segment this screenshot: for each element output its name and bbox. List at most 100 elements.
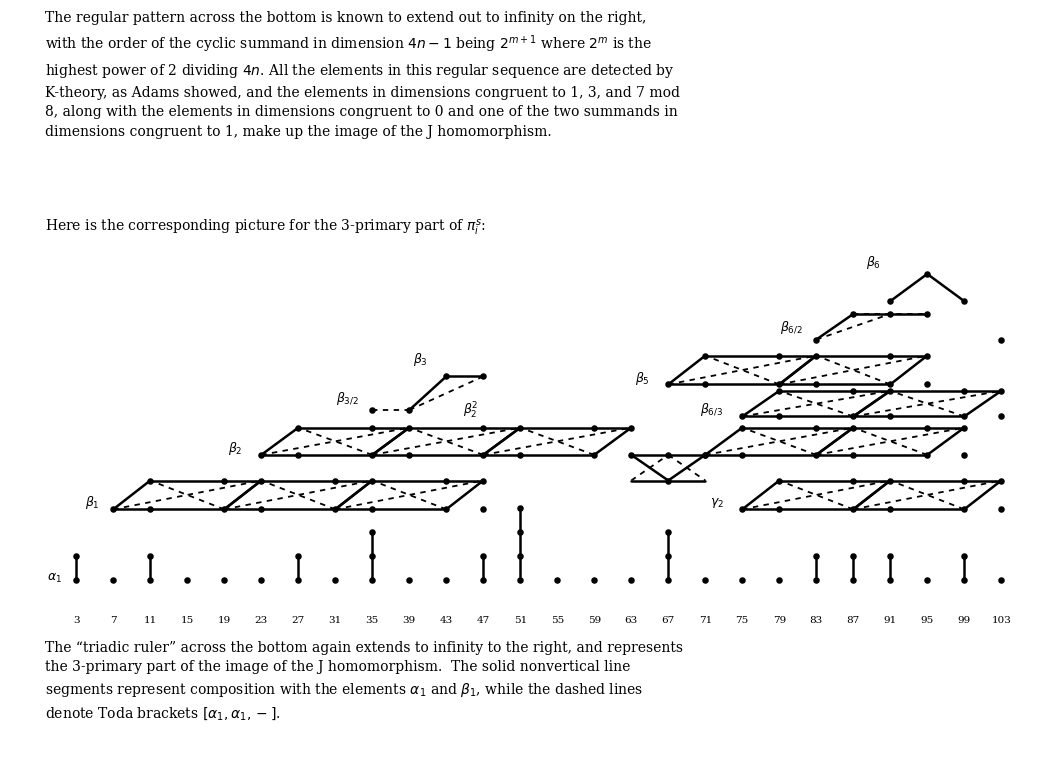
Point xyxy=(734,422,751,434)
Point xyxy=(956,410,972,422)
Text: 19: 19 xyxy=(217,616,231,625)
Point xyxy=(771,410,788,422)
Point xyxy=(845,449,862,461)
Text: 43: 43 xyxy=(440,616,453,625)
Point xyxy=(475,474,491,486)
Point xyxy=(475,549,491,562)
Text: Here is the corresponding picture for the 3-primary part of $\pi_i^s$:: Here is the corresponding picture for th… xyxy=(45,218,486,237)
Text: 59: 59 xyxy=(588,616,601,625)
Point xyxy=(807,549,824,562)
Point xyxy=(993,333,1010,345)
Point xyxy=(771,385,788,397)
Point xyxy=(993,503,1010,515)
Point xyxy=(845,474,862,486)
Text: 67: 67 xyxy=(662,616,675,625)
Point xyxy=(253,503,270,515)
Point xyxy=(771,349,788,361)
Point xyxy=(771,503,788,515)
Point xyxy=(697,449,714,461)
Text: $\gamma_2$: $\gamma_2$ xyxy=(710,496,723,510)
Point xyxy=(401,574,418,586)
Point xyxy=(105,503,122,515)
Point xyxy=(623,574,639,586)
Point xyxy=(659,574,676,586)
Text: $\beta_{6/3}$: $\beta_{6/3}$ xyxy=(700,402,723,419)
Point xyxy=(882,503,899,515)
Point xyxy=(327,474,343,486)
Point xyxy=(993,574,1010,586)
Point xyxy=(364,449,381,461)
Point xyxy=(956,449,972,461)
Point xyxy=(807,449,824,461)
Point xyxy=(475,503,491,515)
Point xyxy=(659,549,676,562)
Point xyxy=(623,449,639,461)
Point xyxy=(438,474,455,486)
Text: 63: 63 xyxy=(625,616,638,625)
Point xyxy=(734,574,751,586)
Point xyxy=(845,385,862,397)
Point xyxy=(956,503,972,515)
Point xyxy=(364,422,381,434)
Point xyxy=(327,503,343,515)
Point xyxy=(623,422,639,434)
Point xyxy=(882,385,899,397)
Point xyxy=(771,378,788,390)
Point xyxy=(364,574,381,586)
Point xyxy=(956,549,972,562)
Text: 11: 11 xyxy=(144,616,156,625)
Point xyxy=(253,449,270,461)
Text: $\beta_6$: $\beta_6$ xyxy=(866,253,881,271)
Point xyxy=(659,449,676,461)
Point xyxy=(142,474,159,486)
Point xyxy=(919,378,936,390)
Text: 15: 15 xyxy=(181,616,194,625)
Text: $\alpha_1$: $\alpha_1$ xyxy=(47,572,62,584)
Point xyxy=(511,574,528,586)
Point xyxy=(178,574,195,586)
Point xyxy=(511,422,528,434)
Point xyxy=(327,574,343,586)
Text: 31: 31 xyxy=(329,616,342,625)
Text: $\beta_5$: $\beta_5$ xyxy=(635,370,650,387)
Point xyxy=(882,308,899,320)
Point xyxy=(290,574,307,586)
Point xyxy=(697,349,714,361)
Point xyxy=(919,574,936,586)
Point xyxy=(807,349,824,361)
Text: 87: 87 xyxy=(846,616,860,625)
Point xyxy=(697,574,714,586)
Point xyxy=(586,422,603,434)
Point xyxy=(771,474,788,486)
Text: $\beta_2$: $\beta_2$ xyxy=(228,440,243,457)
Text: 79: 79 xyxy=(773,616,785,625)
Point xyxy=(845,503,862,515)
Text: 3: 3 xyxy=(72,616,80,625)
Point xyxy=(807,378,824,390)
Point xyxy=(216,503,233,515)
Text: 55: 55 xyxy=(550,616,564,625)
Point xyxy=(919,422,936,434)
Point xyxy=(845,422,862,434)
Point xyxy=(697,378,714,390)
Point xyxy=(993,474,1010,486)
Point xyxy=(401,422,418,434)
Text: 51: 51 xyxy=(513,616,527,625)
Point xyxy=(216,574,233,586)
Point xyxy=(734,449,751,461)
Point xyxy=(511,501,528,514)
Text: $\beta_2^2$: $\beta_2^2$ xyxy=(463,400,479,421)
Text: 103: 103 xyxy=(991,616,1011,625)
Point xyxy=(882,474,899,486)
Point xyxy=(882,549,899,562)
Point xyxy=(956,295,972,307)
Point xyxy=(364,404,381,416)
Point xyxy=(364,549,381,562)
Point xyxy=(216,474,233,486)
Point xyxy=(401,404,418,416)
Text: 47: 47 xyxy=(477,616,490,625)
Text: 23: 23 xyxy=(254,616,268,625)
Point xyxy=(956,422,972,434)
Text: 39: 39 xyxy=(402,616,416,625)
Point xyxy=(919,449,936,461)
